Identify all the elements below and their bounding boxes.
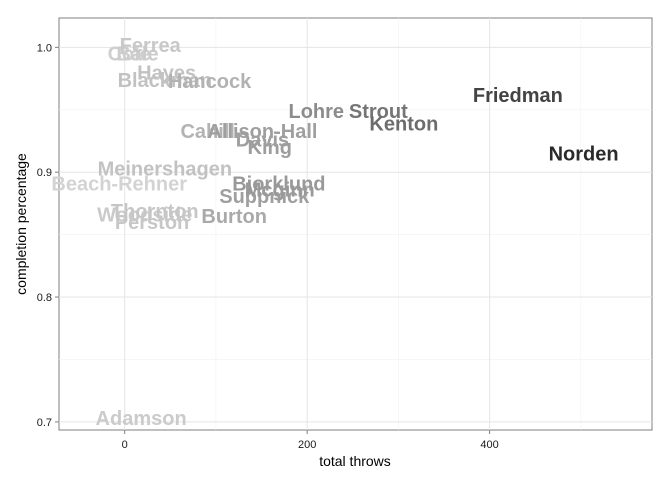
- point-label-kenton: Kenton: [369, 113, 438, 135]
- point-label-woodside: Woodside: [97, 205, 192, 227]
- x-tick-label: 0: [122, 439, 128, 451]
- point-label-lohre: Lohre: [288, 101, 344, 123]
- point-label-ferrea: Ferrea: [120, 35, 182, 57]
- point-label-burton: Burton: [201, 206, 267, 228]
- point-label-king: King: [248, 137, 292, 159]
- panel-background: [58, 17, 653, 431]
- point-label-suppnick: Suppnick: [219, 186, 310, 208]
- point-label-cahill: Cahill: [180, 121, 234, 143]
- point-label-perston: Perston: [115, 212, 189, 234]
- y-tick-label: 0.8: [37, 292, 52, 304]
- y-axis-title: completion percentage: [13, 153, 29, 295]
- point-label-davis: Davis: [236, 130, 289, 152]
- y-tick-label: 0.9: [37, 167, 52, 179]
- point-label-bjorklund: Bjorklund: [232, 173, 325, 195]
- point-label-allison-hall: Allison-Hall: [207, 121, 317, 143]
- point-label-strout: Strout: [349, 101, 408, 123]
- x-tick-label: 400: [480, 439, 498, 451]
- point-label-beach-rehner: Beach-Rehner: [51, 173, 187, 195]
- y-tick-label: 0.7: [37, 417, 52, 429]
- grid-lines: [59, 18, 652, 430]
- point-label-mcginn: Mcginn: [245, 180, 315, 202]
- point-label-hancock: Hancock: [168, 71, 252, 93]
- point-label-adamson: Adamson: [96, 408, 187, 430]
- point-label-norden: Norden: [549, 143, 619, 165]
- point-label-meinershagen: Meinershagen: [98, 158, 232, 180]
- x-axis-title: total throws: [319, 453, 391, 469]
- point-label-cole: Cole: [108, 44, 151, 66]
- point-label-hayes: Hayes: [137, 62, 196, 84]
- y-tick-label: 1.0: [37, 42, 52, 54]
- point-label-thornton: Thornton: [111, 201, 199, 223]
- point-label-friedman: Friedman: [473, 85, 563, 107]
- point-label-blackman: Blackman: [118, 70, 213, 92]
- axis-ticks: 0 200 400 0.7 0.8 0.9 1.0: [37, 42, 499, 451]
- point-label-bale: Bale: [116, 44, 158, 66]
- x-tick-label: 200: [298, 439, 316, 451]
